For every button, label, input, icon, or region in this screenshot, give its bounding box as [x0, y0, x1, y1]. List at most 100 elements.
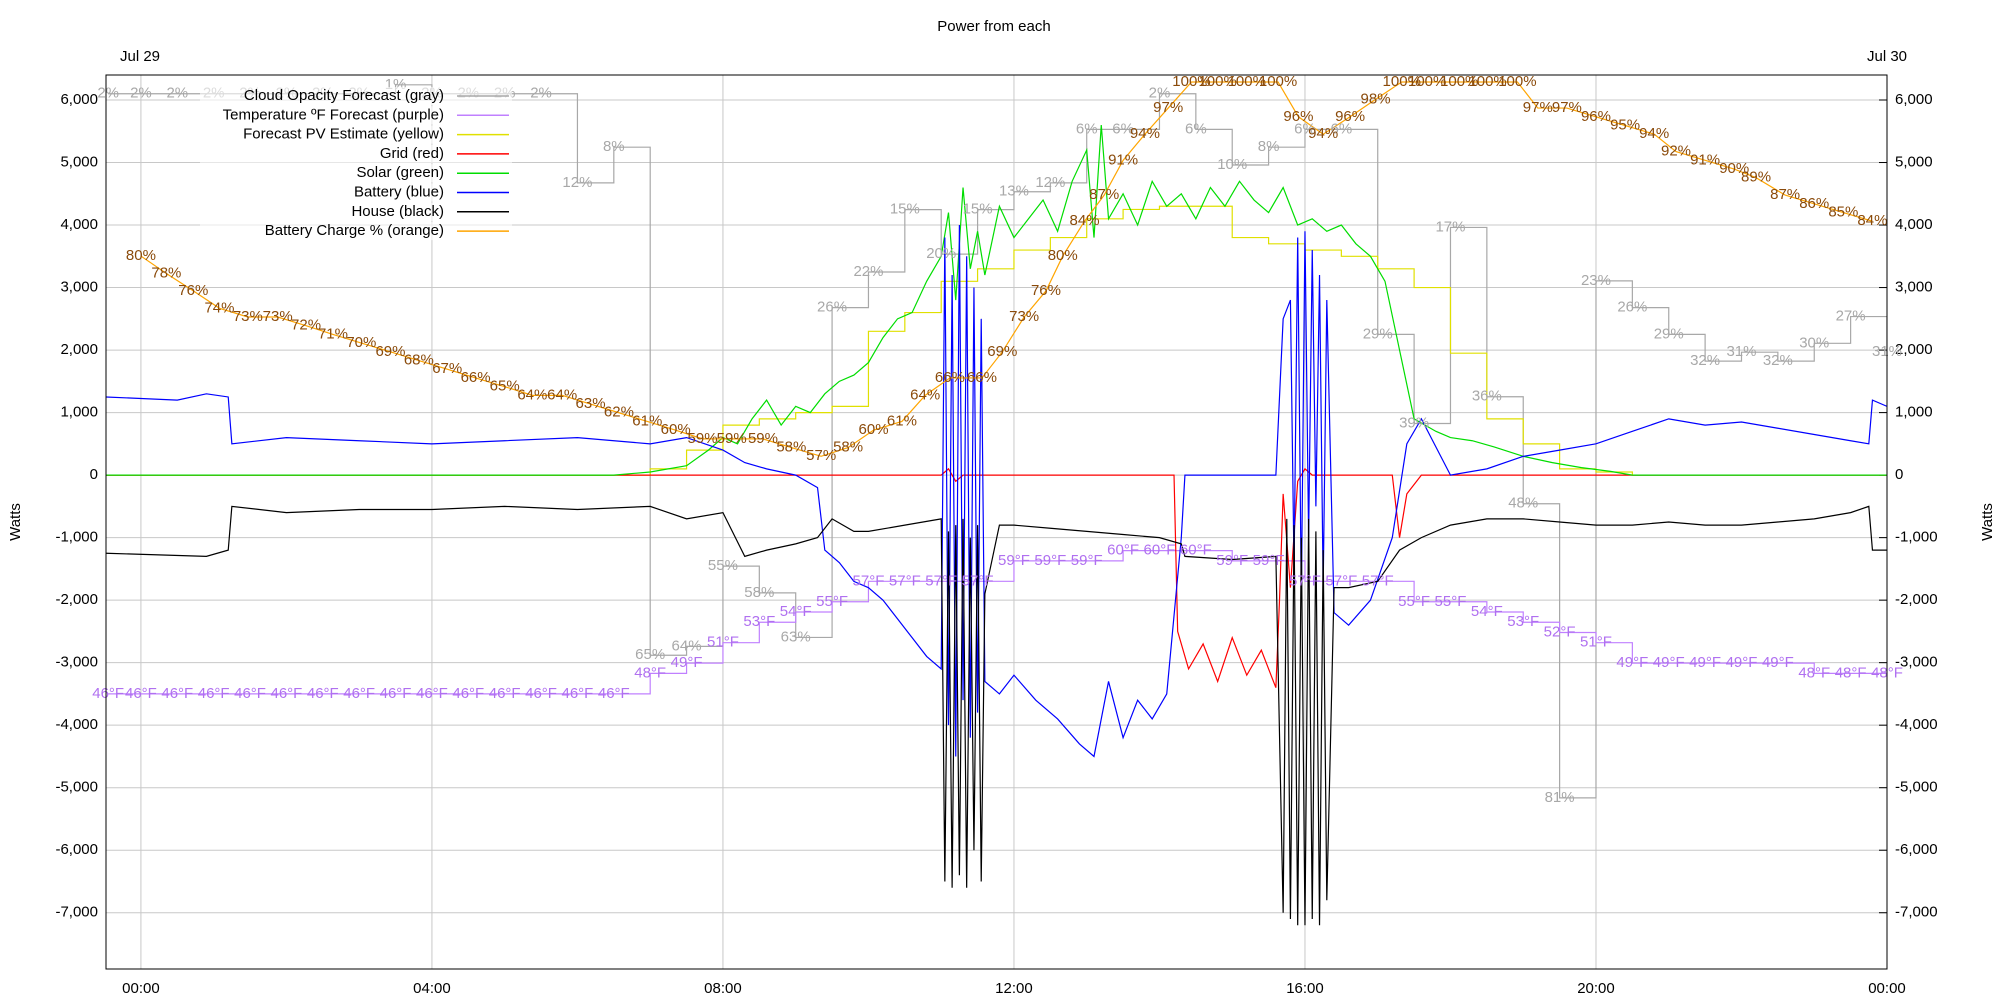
legend-label: Forecast PV Estimate (yellow) [243, 126, 444, 143]
legend-label: Temperature ºF Forecast (purple) [223, 106, 444, 123]
data-label: 97% [1552, 99, 1582, 116]
data-label: 78% [151, 264, 181, 281]
data-label: 64% [672, 637, 702, 654]
data-label: 49°F [1653, 654, 1685, 671]
legend-bg [200, 164, 512, 183]
data-label: 15% [890, 201, 920, 218]
data-label: 46°F [92, 685, 124, 702]
series-line [106, 225, 1887, 758]
data-label: 97% [1153, 99, 1183, 116]
data-label: 55% [708, 557, 738, 574]
plot-frame [105, 74, 1888, 970]
data-label: 58% [776, 439, 806, 456]
data-label: 2% [1149, 85, 1171, 102]
data-label: 66% [461, 369, 491, 386]
data-label: 57°F [889, 572, 921, 589]
data-label: 46°F [416, 685, 448, 702]
data-label: 29% [1654, 325, 1684, 342]
legend: Cloud Opacity Forecast (gray) Temperature… [200, 87, 512, 241]
data-label: 13% [999, 183, 1029, 200]
data-label: 55°F [1435, 593, 1467, 610]
data-label: 49°F [671, 654, 703, 671]
data-label: 90% [1719, 160, 1749, 177]
data-label: 30% [1799, 334, 1829, 351]
y2-tick-label: -2,000 [1895, 591, 1938, 608]
data-label: 66% [935, 369, 965, 386]
data-label: 69% [987, 343, 1017, 360]
data-label: 46°F [489, 685, 521, 702]
y2-tick-label: 2,000 [1895, 341, 1933, 358]
data-label: 59°F [998, 552, 1030, 569]
data-label: 46°F [161, 685, 193, 702]
series-line [106, 505, 1887, 926]
data-label: 97% [1523, 99, 1553, 116]
data-label: 71% [318, 325, 348, 342]
data-label: 84% [1070, 212, 1100, 229]
data-label: 100% [1408, 73, 1446, 90]
data-label: 85% [1828, 204, 1858, 221]
data-label: 46°F [125, 685, 157, 702]
y-tick-label: -5,000 [55, 779, 98, 796]
data-label: 89% [1741, 169, 1771, 186]
data-label: 80% [126, 247, 156, 264]
data-label: 46°F [562, 685, 594, 702]
y2-axis-label: Watts [1979, 503, 1996, 541]
data-label: 69% [375, 343, 405, 360]
series-line [108, 550, 1887, 695]
data-label: 80% [1048, 247, 1078, 264]
y-tick-label: 2,000 [60, 341, 98, 358]
legend-label: Battery Charge % (orange) [265, 222, 444, 239]
data-label: 15% [963, 201, 993, 218]
data-label: 59°F [1253, 552, 1285, 569]
data-label: 96% [1335, 108, 1365, 125]
data-label: 87% [1089, 186, 1119, 203]
series-line [106, 124, 1887, 476]
data-label: 48°F [1798, 664, 1830, 681]
data-label: 59°F [1071, 552, 1103, 569]
data-label: 100% [1228, 73, 1266, 90]
y2-tick-label: -6,000 [1895, 841, 1938, 858]
y2-tick-label: 1,000 [1895, 404, 1933, 421]
x-tick-label: 00:00 [122, 980, 160, 997]
date-label: Jul 29 [120, 48, 160, 65]
data-label: 100% [1498, 73, 1536, 90]
x-tick-label: 08:00 [704, 980, 742, 997]
data-label: 48°F [1835, 664, 1867, 681]
data-label: 49°F [1726, 654, 1758, 671]
data-label: 94% [1130, 125, 1160, 142]
y-tick-label: 1,000 [60, 404, 98, 421]
data-label: 23% [1581, 272, 1611, 289]
y-tick-label: -3,000 [55, 654, 98, 671]
data-label: 57% [806, 447, 836, 464]
x-tick-label: 12:00 [995, 980, 1033, 997]
y-tick-label: 0 [90, 466, 98, 483]
data-label: 46°F [525, 685, 557, 702]
data-label: 84% [1857, 212, 1887, 229]
plot-area [106, 81, 1887, 926]
data-label: 46°F [598, 685, 630, 702]
y-axis-label: Watts [7, 503, 24, 541]
legend-label: Solar (green) [356, 164, 444, 181]
data-label: 57°F [925, 572, 957, 589]
data-label: 57°F [1325, 572, 1357, 589]
data-label: 46°F [234, 685, 266, 702]
data-label: 68% [404, 351, 434, 368]
data-label: 22% [853, 263, 883, 280]
y2-tick-label: 6,000 [1895, 91, 1933, 108]
data-label: 17% [1435, 218, 1465, 235]
data-label: 6% [1294, 120, 1316, 137]
legend-label: Battery (blue) [354, 183, 444, 200]
data-label: 100% [1383, 73, 1421, 90]
data-label: 100% [1468, 73, 1506, 90]
x-tick-label: 04:00 [413, 980, 451, 997]
data-label: 62% [604, 404, 634, 421]
y-tick-label: -1,000 [55, 529, 98, 546]
y-tick-label: -6,000 [55, 841, 98, 858]
data-label: 63% [576, 395, 606, 412]
data-label: 54°F [1471, 603, 1503, 620]
x-tick-label: 20:00 [1577, 980, 1615, 997]
data-label: 46°F [270, 685, 302, 702]
data-label: 48% [1508, 495, 1538, 512]
data-label: 8% [603, 138, 625, 155]
